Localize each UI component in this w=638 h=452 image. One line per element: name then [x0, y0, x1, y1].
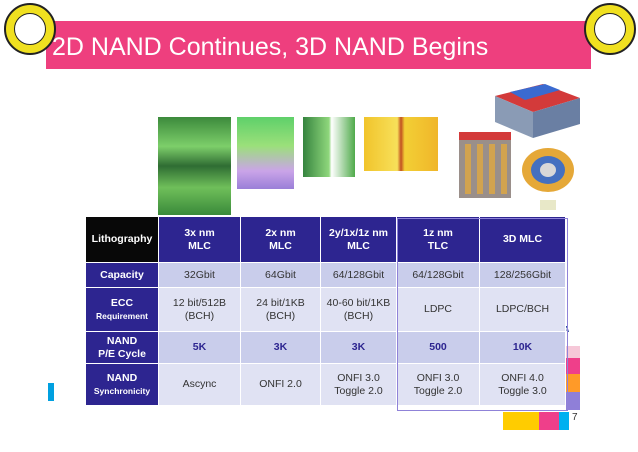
table-cell: 3K	[320, 331, 397, 364]
row-label: ECC Requirement	[85, 287, 159, 332]
table-cell: 12 bit/512B (BCH)	[158, 287, 241, 332]
3d-nand-cell-diagram	[522, 148, 574, 210]
table-cell: ONFI 3.0 Toggle 2.0	[396, 363, 480, 406]
table-cell: 5K	[158, 331, 241, 364]
row-sublabel-text: Synchronicity	[93, 385, 151, 396]
row-label: NAND Synchronicity	[85, 363, 159, 406]
die-photo-1x	[303, 117, 355, 177]
3d-nand-pillar-diagram	[459, 132, 511, 198]
table-cell: 24 bit/1KB (BCH)	[240, 287, 321, 332]
table-cell: ONFI 3.0 Toggle 2.0	[320, 363, 397, 406]
color-strip	[503, 412, 539, 430]
table-cell: 64/128Gbit	[320, 262, 397, 288]
table-cell: LDPC/BCH	[479, 287, 566, 332]
table-row: NAND Synchronicity Ascync ONFI 2.0 ONFI …	[85, 363, 566, 406]
table-header-cell: 1z nm TLC	[396, 216, 480, 263]
table-cell: 3K	[240, 331, 321, 364]
color-strip	[566, 346, 580, 358]
table-row: NAND P/E Cycle 5K 3K 3K 500 10K	[85, 331, 566, 364]
die-photo-3x	[158, 117, 231, 215]
table-header-row: Lithography 3x nm MLC 2x nm MLC 2y/1x/1z n…	[85, 216, 566, 263]
row-label: Capacity	[85, 262, 159, 288]
color-strip	[559, 412, 569, 430]
logo-badge-inner	[594, 13, 626, 45]
row-label-text: Capacity	[100, 268, 144, 281]
color-strip	[566, 358, 580, 374]
table-cell: ONFI 4.0 Toggle 3.0	[479, 363, 566, 406]
row-label-text: ECC	[110, 296, 134, 309]
table-cell: 64Gbit	[240, 262, 321, 288]
table-cell: LDPC	[396, 287, 480, 332]
table-header-cell: 2y/1x/1z nm MLC	[320, 216, 397, 263]
table-header-cell: 3D MLC	[479, 216, 566, 263]
logo-badge-right	[584, 3, 636, 55]
table-header-cell: 3x nm MLC	[158, 216, 241, 263]
row-label: NAND P/E Cycle	[85, 331, 159, 364]
3d-nand-stack-diagram	[495, 84, 580, 138]
color-strip	[566, 392, 580, 410]
logo-badge-left	[4, 3, 56, 55]
page-number: 7	[572, 412, 578, 423]
table-cell: Ascync	[158, 363, 241, 406]
color-strip	[539, 412, 559, 430]
logo-badge-inner	[14, 13, 46, 45]
die-photo-1z	[364, 117, 438, 171]
table-header-cell: Lithography	[85, 216, 159, 263]
row-label-text: NAND	[106, 371, 138, 384]
table-row: ECC Requirement 12 bit/512B (BCH) 24 bit/…	[85, 287, 566, 332]
table-header-cell: 2x nm MLC	[240, 216, 321, 263]
table-cell: 64/128Gbit	[396, 262, 480, 288]
table-cell: 10K	[479, 331, 566, 364]
color-strip	[566, 374, 580, 392]
title-bar	[46, 21, 591, 69]
table-cell: ONFI 2.0	[240, 363, 321, 406]
row-label-text: NAND P/E Cycle	[98, 334, 146, 360]
slide-title: 2D NAND Continues, 3D NAND Begins	[52, 33, 489, 61]
table-cell: 40-60 bit/1KB (BCH)	[320, 287, 397, 332]
table-cell: 500	[396, 331, 480, 364]
highlight-frame	[397, 218, 568, 411]
row-sublabel-text: Requirement	[96, 310, 148, 321]
nand-spec-table: Lithography 3x nm MLC 2x nm MLC 2y/1x/1z n…	[85, 216, 566, 406]
table-cell: 32Gbit	[158, 262, 241, 288]
die-photo-2x	[237, 117, 294, 189]
color-strip	[48, 383, 54, 401]
